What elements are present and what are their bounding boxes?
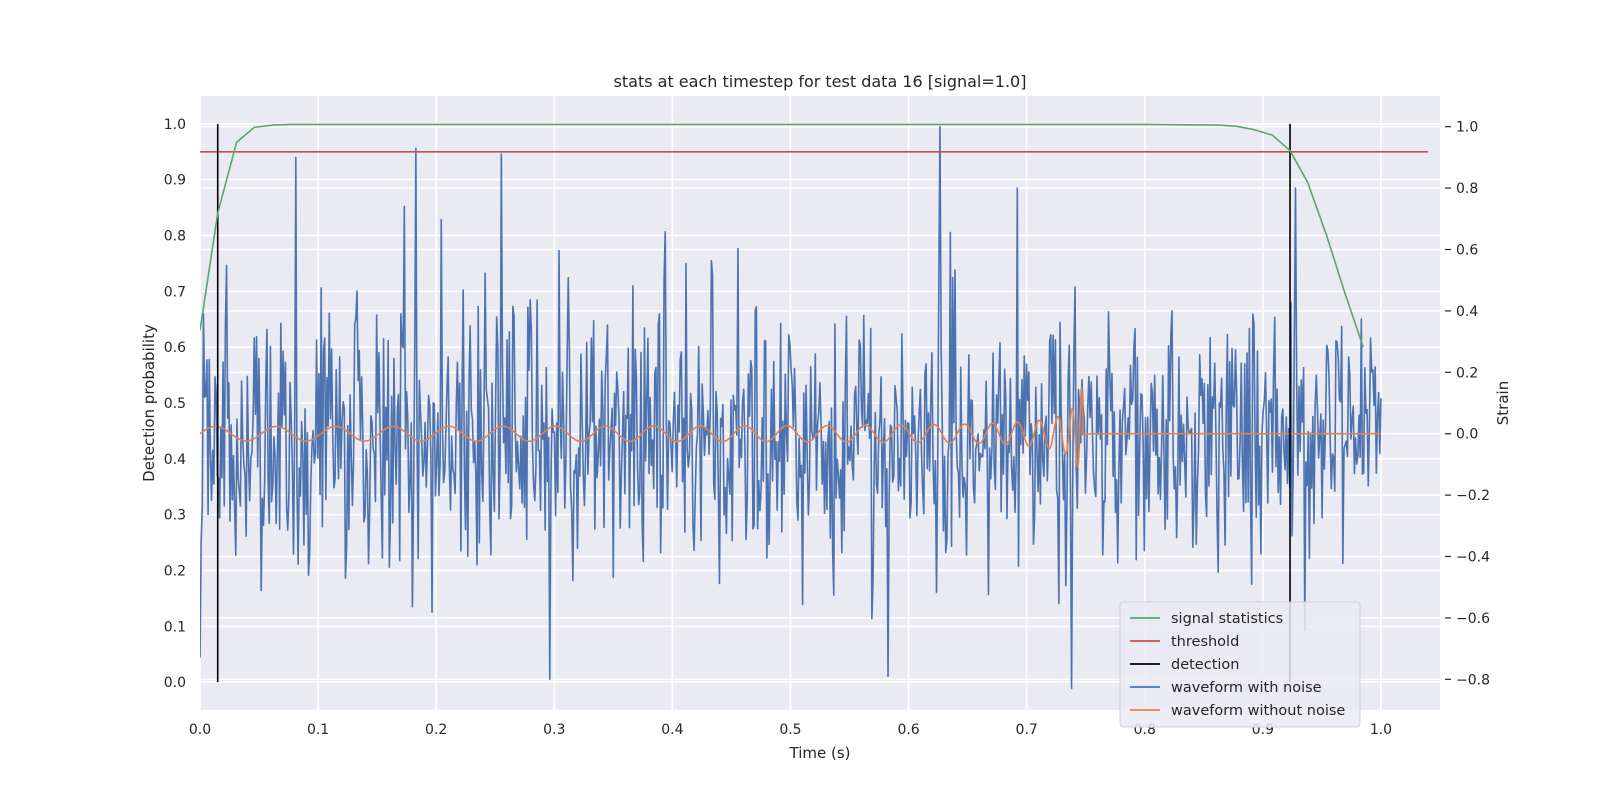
x-tick-label: 0.1 xyxy=(307,722,329,738)
x-tick-label: 0.5 xyxy=(779,722,801,738)
y-right-tick-label: −0.8 xyxy=(1456,672,1490,688)
y-right-tick-label: 0.6 xyxy=(1456,243,1478,259)
y-left-tick-label: 0.9 xyxy=(164,173,186,189)
legend-box xyxy=(1119,601,1361,728)
legend-entry: waveform without noise xyxy=(1171,703,1345,719)
y-right-tick-label: 0.0 xyxy=(1456,427,1478,443)
legend-entry: signal statistics xyxy=(1171,611,1283,627)
y-right-tick-label: 1.0 xyxy=(1456,120,1478,136)
y-left-tick-label: 0.3 xyxy=(164,508,186,524)
y-left-tick-label: 0.6 xyxy=(164,340,186,356)
series-signal-statistics xyxy=(200,123,1364,348)
y-left-tick-label: 1.0 xyxy=(164,117,186,133)
plot-area xyxy=(200,123,1429,690)
y-left-tick-label: 0.1 xyxy=(164,619,186,635)
y-right-tick-label: −0.6 xyxy=(1456,611,1490,627)
y-axis-left: 0.0 0.1 0.2 0.3 0.4 0.5 0.6 0.7 0.8 0.9 1.0 xyxy=(164,117,186,691)
legend-entry: detection xyxy=(1171,657,1239,673)
y-axis-left-label: Detection probability xyxy=(140,324,158,482)
y-right-tick-label: 0.8 xyxy=(1456,181,1478,197)
y-axis-right-label: Strain xyxy=(1494,381,1512,425)
legend-entry: waveform with noise xyxy=(1171,680,1322,696)
y-right-tick-label: −0.4 xyxy=(1456,550,1490,566)
y-right-tick-label: 0.4 xyxy=(1456,304,1478,320)
x-tick-label: 0.4 xyxy=(661,722,683,738)
series-waveform-without-noise xyxy=(200,386,1382,468)
y-left-tick-label: 0.4 xyxy=(164,452,186,468)
x-tick-label: 0.7 xyxy=(1016,722,1038,738)
legend: signal statistics threshold detection wavef… xyxy=(1119,601,1361,728)
x-axis: 0.0 0.1 0.2 0.3 0.4 0.5 0.6 0.7 0.8 0.9 1.0 xyxy=(189,722,1392,738)
y-left-tick-label: 0.0 xyxy=(164,675,186,691)
y-left-tick-label: 0.8 xyxy=(164,229,186,245)
x-tick-label: 1.0 xyxy=(1370,722,1392,738)
y-left-tick-label: 0.2 xyxy=(164,563,186,579)
y-axis-right: −0.8 −0.6 −0.4 −0.2 0.0 0.2 0.4 0.6 0.8 1.0 xyxy=(1445,120,1490,688)
y-right-tick-label: −0.2 xyxy=(1456,488,1490,504)
x-axis-label: Time (s) xyxy=(789,744,851,762)
series-waveform-with-noise xyxy=(200,125,1382,690)
y-left-tick-label: 0.7 xyxy=(164,284,186,300)
chart-title: stats at each timestep for test data 16 … xyxy=(614,72,1027,91)
x-tick-label: 0.6 xyxy=(897,722,919,738)
x-tick-label: 0.2 xyxy=(425,722,447,738)
y-right-tick-label: 0.2 xyxy=(1456,365,1478,381)
y-left-tick-label: 0.5 xyxy=(164,396,186,412)
legend-entry: threshold xyxy=(1171,634,1239,650)
x-tick-label: 0.3 xyxy=(543,722,565,738)
x-tick-label: 0.0 xyxy=(189,722,211,738)
